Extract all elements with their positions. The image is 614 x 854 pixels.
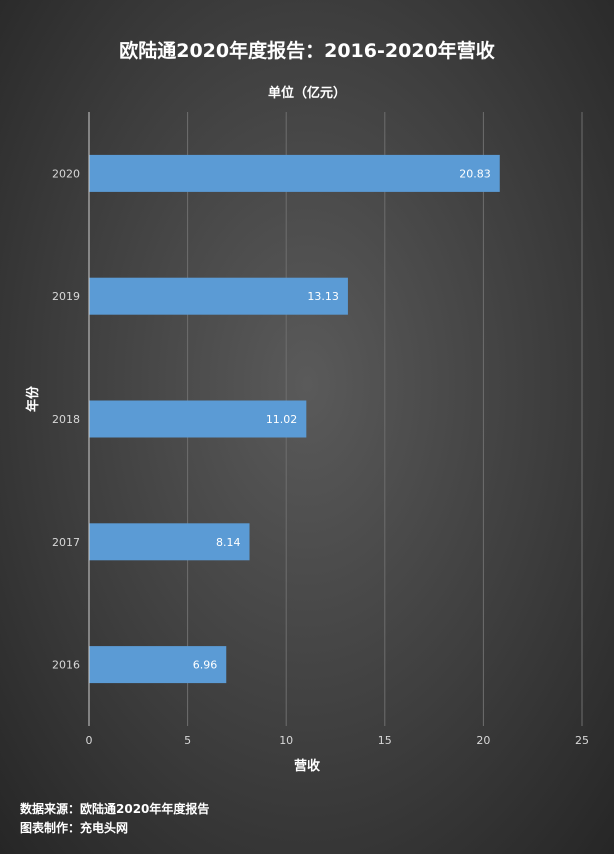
x-tick-label: 25	[575, 734, 589, 747]
x-axis-label: 营收	[293, 759, 320, 774]
category-labels: 2020 2019 2018 2017 2016	[52, 167, 80, 671]
value-label-2020: 20.83	[459, 167, 491, 180]
category-label-2016: 2016	[52, 659, 80, 672]
x-tick-label: 15	[378, 734, 392, 747]
value-label-2017: 8.14	[216, 536, 241, 549]
category-label-2017: 2017	[52, 536, 80, 549]
bars	[89, 154, 500, 684]
x-tick-label: 0	[86, 734, 93, 747]
x-tick-label: 5	[184, 734, 191, 747]
value-label-2018: 11.02	[266, 413, 298, 426]
bar-2016	[89, 646, 227, 684]
bar-2020	[89, 154, 500, 192]
category-label-2019: 2019	[52, 290, 80, 303]
x-tick-label: 10	[279, 734, 293, 747]
category-label-2018: 2018	[52, 413, 80, 426]
value-label-2016: 6.96	[193, 659, 218, 672]
x-tick-label: 20	[476, 734, 490, 747]
value-labels: 20.83 13.13 11.02 8.14 6.96	[193, 167, 491, 671]
footer-maker: 图表制作：充电头网	[20, 821, 129, 835]
chart-subtitle: 单位（亿元）	[267, 86, 346, 101]
bar-2017	[89, 523, 250, 561]
x-tick-labels: 0 5 10 15 20 25	[86, 734, 590, 747]
bar-2018	[89, 400, 307, 438]
footer: 数据来源：欧陆通2020年年度报告 图表制作：充电头网	[20, 800, 209, 838]
y-axis-label: 年份	[26, 385, 41, 412]
footer-source: 数据来源：欧陆通2020年年度报告	[20, 802, 210, 816]
value-label-2019: 13.13	[307, 290, 339, 303]
bar-2019	[89, 277, 348, 315]
chart-title: 欧陆通2020年度报告：2016-2020年营收	[119, 40, 495, 62]
category-label-2020: 2020	[52, 167, 80, 180]
